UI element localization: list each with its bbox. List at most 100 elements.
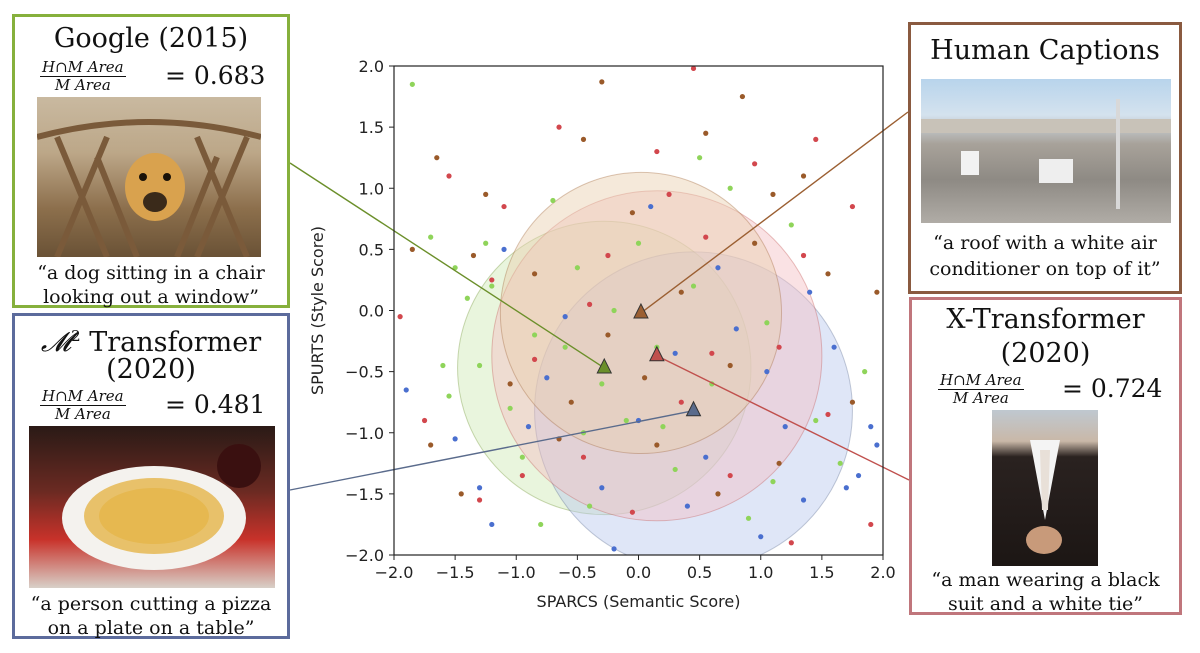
leader-line-2 bbox=[656, 355, 910, 481]
point-s2-11 bbox=[678, 399, 684, 405]
google-title: Google (2015) bbox=[53, 23, 249, 54]
centroid-marker-1 bbox=[685, 400, 702, 417]
leader-line-1 bbox=[289, 410, 694, 491]
point-s2-7 bbox=[580, 454, 587, 460]
point-s0-24 bbox=[788, 222, 794, 228]
point-s2-25 bbox=[666, 191, 672, 197]
point-s3-15 bbox=[776, 460, 782, 466]
xt-year: (2020) bbox=[1000, 338, 1091, 369]
point-s0-9 bbox=[550, 197, 556, 204]
y-tick-label-6: −1.0 bbox=[345, 424, 384, 443]
x-tick-label-2: −1.0 bbox=[497, 563, 536, 582]
point-s2-18 bbox=[849, 203, 856, 210]
y-tick-label-2: 1.0 bbox=[359, 179, 384, 198]
point-s0-32 bbox=[660, 424, 666, 430]
point-s1-13 bbox=[831, 344, 837, 350]
point-s1-24 bbox=[684, 503, 691, 509]
point-s0-25 bbox=[813, 417, 819, 424]
xt-fraction: H∩M Area M Area bbox=[938, 372, 1024, 407]
point-s2-5 bbox=[531, 356, 538, 362]
point-s1-25 bbox=[476, 485, 483, 491]
xt-caption-line1: “a man wearing a black bbox=[931, 569, 1160, 591]
point-s0-11 bbox=[574, 265, 580, 271]
point-s0-27 bbox=[862, 369, 868, 375]
point-s0-12 bbox=[587, 503, 593, 509]
point-s1-12 bbox=[807, 289, 813, 295]
m2-score: = 0.481 bbox=[165, 390, 266, 419]
point-s1-10 bbox=[758, 534, 764, 540]
point-s1-14 bbox=[855, 472, 862, 479]
point-s0-13 bbox=[599, 381, 605, 387]
point-s3-9 bbox=[629, 210, 635, 216]
point-s3-12 bbox=[703, 130, 709, 136]
point-s2-10 bbox=[654, 148, 660, 155]
human-captions-panel: Human Captions “a roof with a white air … bbox=[908, 22, 1182, 294]
point-s3-14 bbox=[752, 240, 758, 246]
y-tick-label-8: −2.0 bbox=[345, 546, 384, 565]
point-s3-20 bbox=[470, 252, 477, 259]
dog-photo bbox=[37, 97, 261, 257]
m2-title-rest: Transformer bbox=[80, 327, 262, 358]
google-caption-line1: “a dog sitting in a chair bbox=[37, 262, 265, 284]
point-s3-8 bbox=[605, 332, 611, 338]
centroid-marker-2 bbox=[649, 345, 665, 362]
point-s3-1 bbox=[434, 155, 440, 161]
point-s2-16 bbox=[800, 252, 807, 259]
point-s0-28 bbox=[440, 362, 446, 369]
y-tick-label-7: −1.5 bbox=[345, 485, 384, 504]
point-s0-1 bbox=[428, 234, 434, 240]
dog-chair-image bbox=[37, 119, 261, 257]
point-s3-13 bbox=[727, 362, 733, 369]
roof-photo bbox=[921, 79, 1171, 223]
point-s0-16 bbox=[635, 240, 642, 246]
y-tick-label-5: −0.5 bbox=[345, 363, 384, 382]
xt-frac-numerator: H∩M Area bbox=[938, 371, 1024, 390]
point-s0-31 bbox=[483, 240, 489, 246]
point-s1-18 bbox=[611, 546, 617, 552]
suit-photo bbox=[992, 410, 1098, 566]
m2-title: 𝓜2 Transformer bbox=[15, 320, 287, 359]
point-s0-14 bbox=[611, 307, 617, 314]
point-s1-21 bbox=[843, 485, 849, 491]
point-s0-15 bbox=[623, 417, 629, 424]
point-s0-10 bbox=[562, 344, 568, 350]
point-s0-19 bbox=[690, 283, 697, 289]
point-s0-5 bbox=[489, 283, 495, 289]
google-fraction: H∩M Area M Area bbox=[40, 59, 126, 94]
point-s2-6 bbox=[556, 124, 562, 130]
xt-title: X-Transformer bbox=[946, 304, 1145, 335]
point-s3-21 bbox=[599, 79, 605, 85]
m2-fraction: H∩M Area M Area bbox=[40, 388, 126, 423]
point-s3-3 bbox=[483, 191, 489, 197]
x-tick-label-8: 2.0 bbox=[870, 563, 895, 582]
leader-line-0 bbox=[289, 162, 605, 369]
point-s0-2 bbox=[446, 393, 452, 399]
point-s1-4 bbox=[562, 314, 568, 320]
x-tick-label-3: −0.5 bbox=[558, 563, 597, 582]
centroid-marker-3 bbox=[633, 302, 649, 319]
x-tick-label-0: −2.0 bbox=[375, 563, 414, 582]
point-s3-5 bbox=[531, 271, 538, 277]
point-s2-0 bbox=[397, 314, 403, 320]
point-s3-7 bbox=[580, 136, 587, 142]
point-s0-21 bbox=[727, 185, 733, 191]
point-s2-14 bbox=[752, 161, 758, 167]
point-s2-15 bbox=[776, 344, 782, 350]
point-s0-18 bbox=[672, 466, 678, 473]
point-s3-18 bbox=[849, 399, 856, 405]
point-s1-8 bbox=[703, 454, 709, 460]
m2-script-M: 𝓜 bbox=[40, 327, 72, 358]
point-s2-17 bbox=[825, 411, 831, 418]
point-s1-9 bbox=[733, 326, 739, 332]
point-s0-22 bbox=[745, 515, 752, 521]
point-s1-15 bbox=[874, 442, 880, 448]
leader-line-3 bbox=[640, 111, 909, 314]
m2-year: (2020) bbox=[106, 354, 196, 385]
point-s1-22 bbox=[544, 375, 550, 381]
point-s1-11 bbox=[782, 424, 788, 430]
google-caption-line2: looking out a window” bbox=[43, 286, 259, 308]
point-s0-26 bbox=[837, 460, 843, 466]
google-frac-denominator: M Area bbox=[54, 76, 111, 94]
point-s1-19 bbox=[800, 497, 807, 503]
point-s2-2 bbox=[446, 173, 452, 179]
